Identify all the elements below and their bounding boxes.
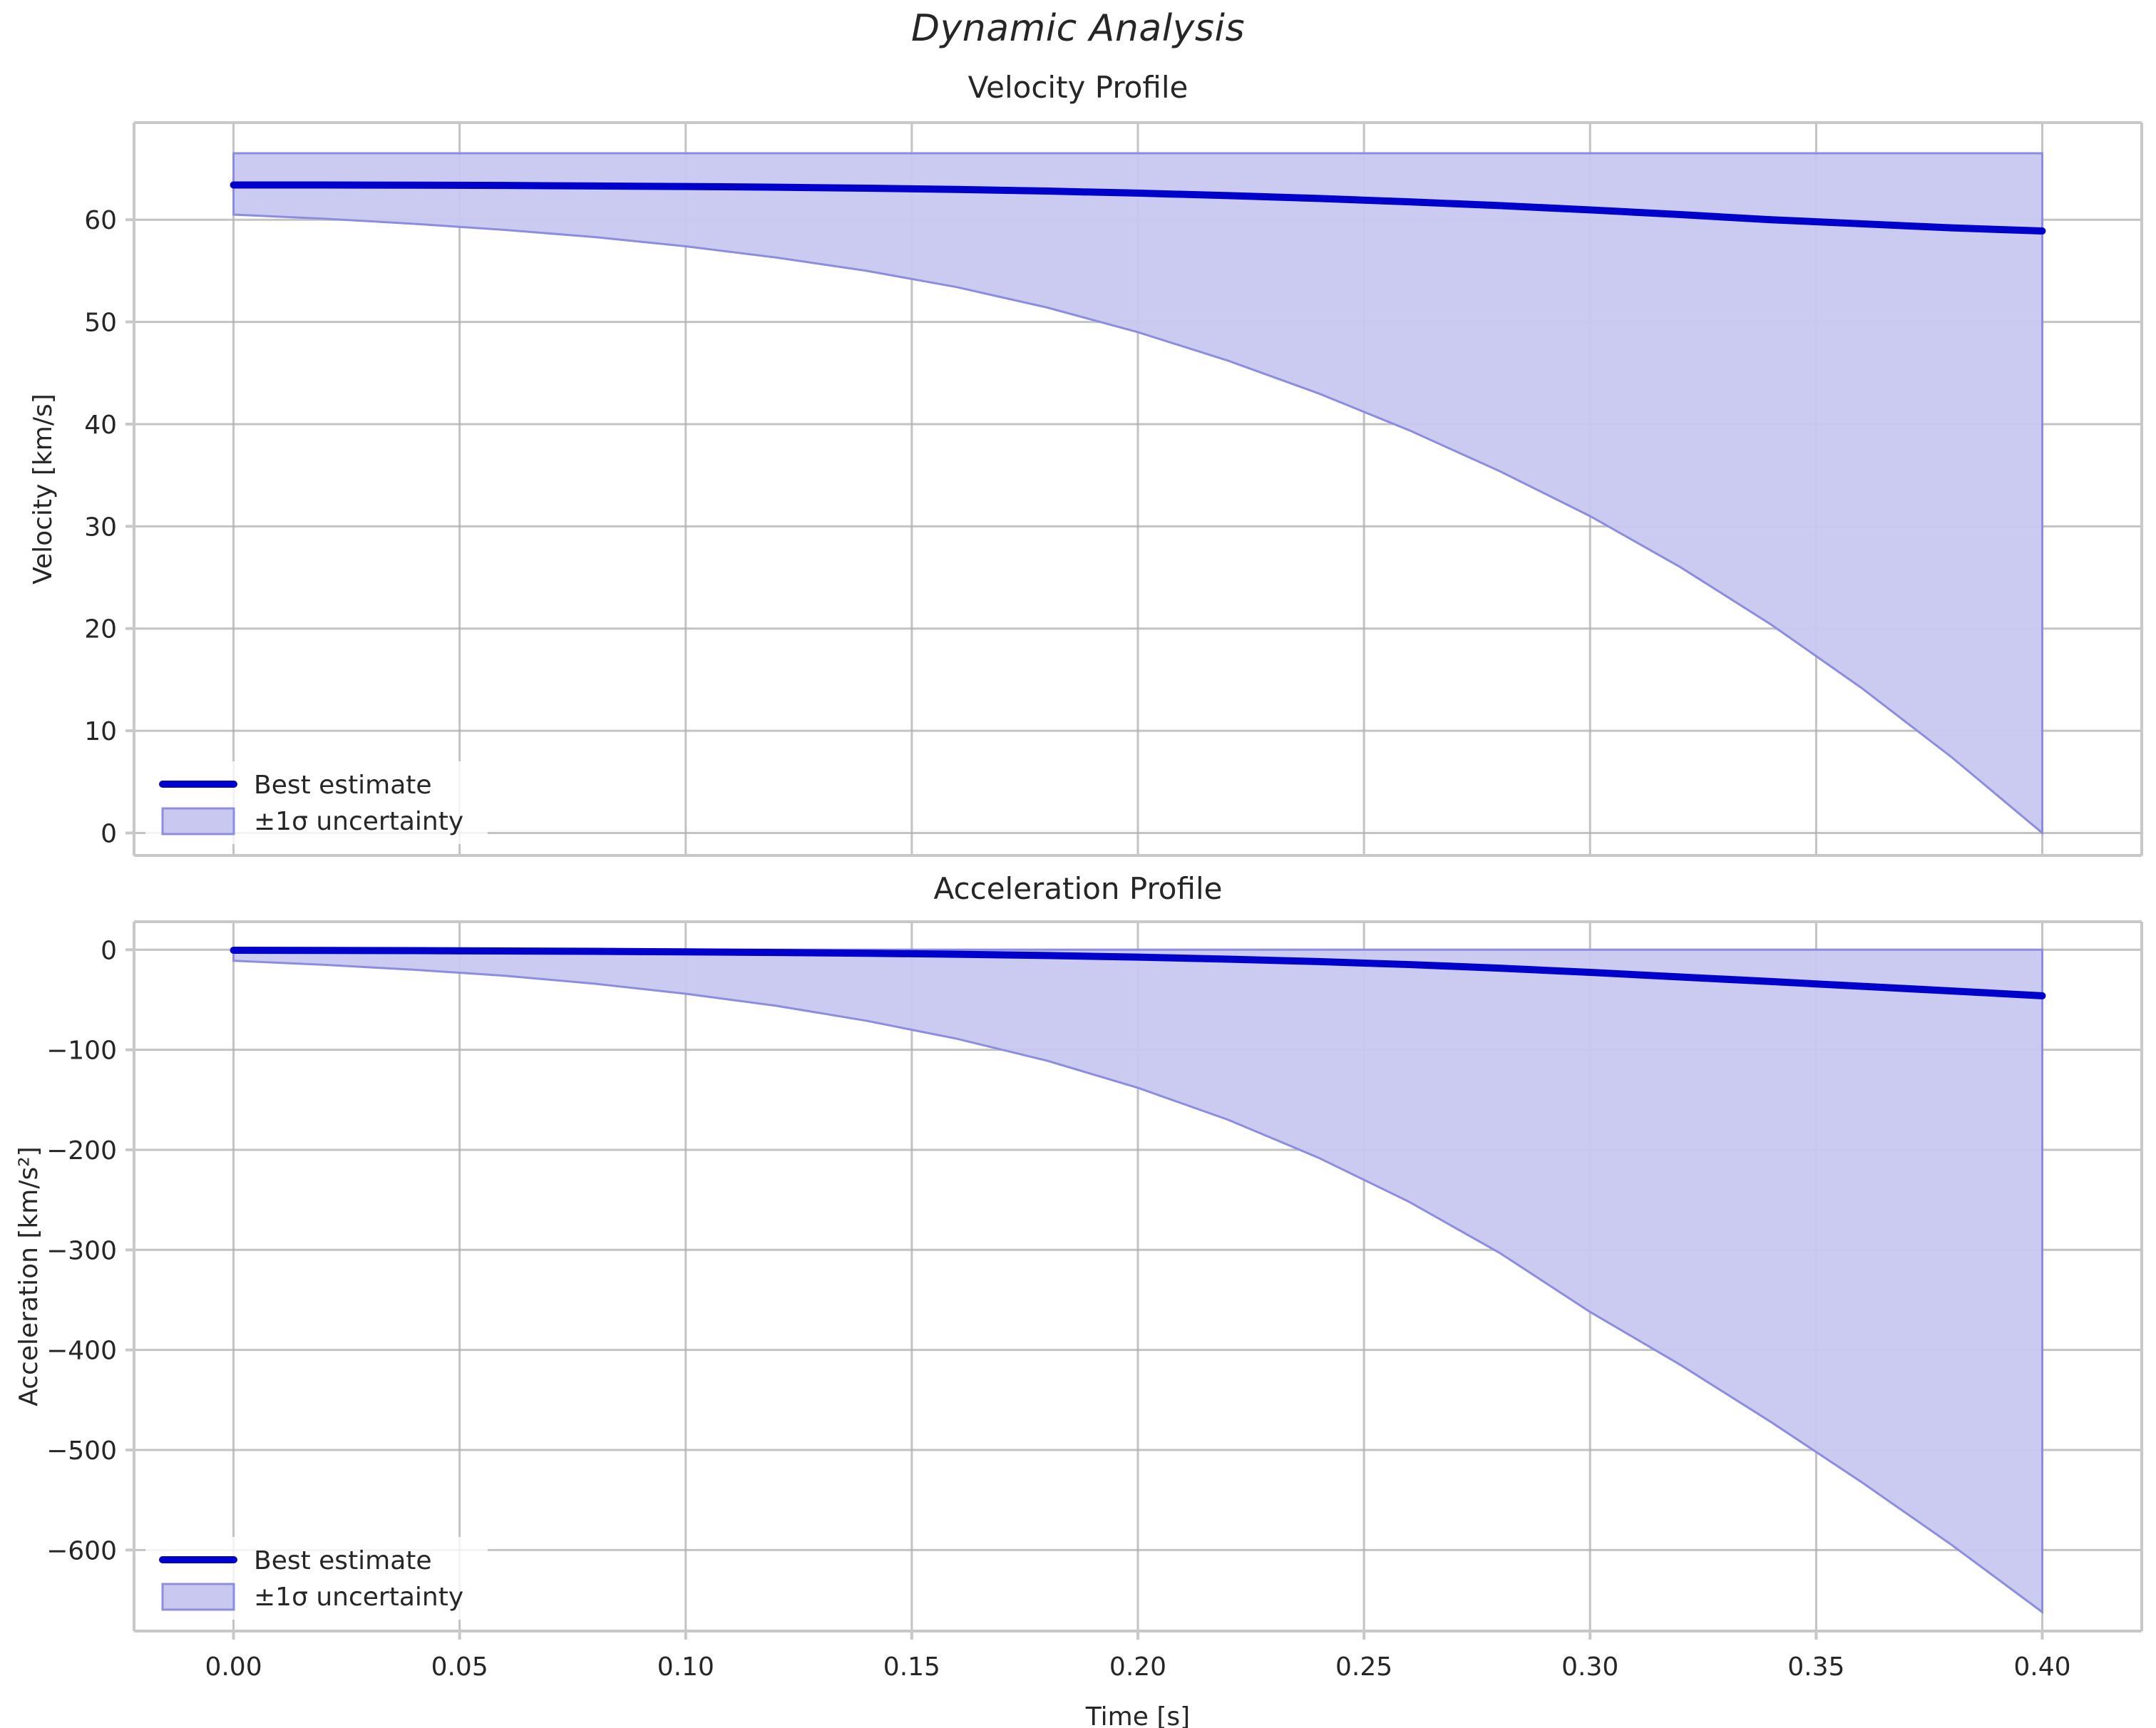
y-tick-label: 0 — [101, 819, 117, 848]
acceleration-subplot-title: Acceleration Profile — [933, 871, 1223, 906]
acceleration-axis-label: Acceleration [km/s²] — [14, 1146, 43, 1406]
x-tick-label: 0.15 — [883, 1652, 940, 1682]
x-axis-label: Time [s] — [1085, 1702, 1190, 1728]
legend-line-label: Best estimate — [254, 771, 432, 800]
legend-band-label: ±1σ uncertainty — [254, 1583, 463, 1612]
y-tick-label: 60 — [84, 206, 117, 235]
y-tick-label: 0 — [101, 936, 117, 965]
y-tick-label: −600 — [46, 1536, 117, 1565]
x-tick-label: 0.40 — [2013, 1652, 2070, 1682]
legend-band-label: ±1σ uncertainty — [254, 807, 463, 836]
y-tick-label: 10 — [84, 717, 117, 746]
uncertainty-band — [232, 152, 2043, 835]
velocity-axis-label: Velocity [km/s] — [29, 394, 58, 585]
best-estimate-line — [230, 947, 2046, 999]
y-tick-label: −500 — [46, 1436, 117, 1466]
y-tick-label: 50 — [84, 309, 117, 338]
x-tick-label: 0.35 — [1787, 1652, 1844, 1682]
velocity-legend: Best estimate ±1σ uncertainty — [145, 761, 488, 844]
x-tick-label: 0.20 — [1109, 1652, 1166, 1682]
figure-suptitle: Dynamic Analysis — [910, 7, 1246, 50]
y-tick-label: −300 — [46, 1236, 117, 1265]
legend-band-swatch — [161, 1583, 235, 1611]
x-tick-label: 0.10 — [657, 1652, 714, 1682]
x-tick-label: 0.05 — [431, 1652, 488, 1682]
y-tick-label: −100 — [46, 1037, 117, 1066]
best-estimate-line — [230, 181, 2046, 235]
y-tick-label: −200 — [46, 1136, 117, 1166]
acceleration-legend: Best estimate ±1σ uncertainty — [145, 1537, 488, 1620]
legend-line-label: Best estimate — [254, 1546, 432, 1575]
y-tick-label: 30 — [84, 513, 117, 542]
velocity-subplot-title: Velocity Profile — [967, 70, 1189, 105]
x-tick-label: 0.30 — [1561, 1652, 1618, 1682]
y-tick-label: −400 — [46, 1337, 117, 1366]
x-tick-label: 0.25 — [1335, 1652, 1392, 1682]
y-tick-label: 20 — [84, 615, 117, 644]
legend-band-swatch — [161, 807, 235, 835]
velocity-axes: 0 10 20 30 40 50 60 Velocity [km/s] Best estimat… — [29, 121, 2143, 857]
y-tick-label: 40 — [84, 411, 117, 440]
acceleration-axes: −600 −500 −400 −300 −200 −100 0 Acceleration [k… — [14, 920, 2143, 1728]
x-tick-label: 0.00 — [205, 1652, 262, 1682]
